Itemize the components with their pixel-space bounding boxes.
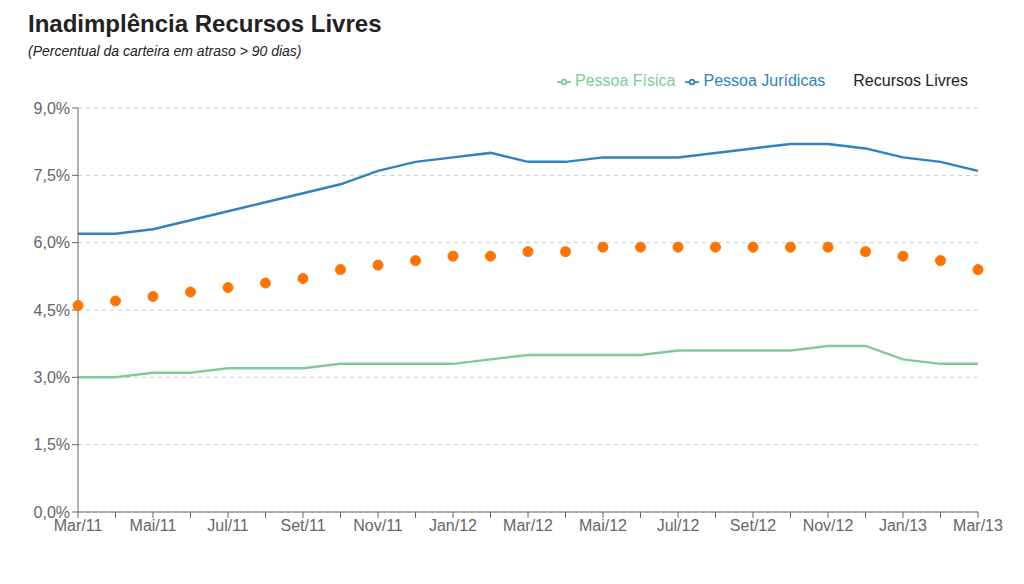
html-text:Pessoa Jurídicas: Pessoa Jurídicas [703, 72, 826, 89]
svg-text:Set/12: Set/12 [730, 517, 776, 534]
svg-text:0,0%: 0,0% [34, 504, 70, 521]
svg-text:Nov/12: Nov/12 [803, 517, 854, 534]
svg-text:Mai/11: Mai/11 [130, 517, 177, 534]
svg-text:Mar/12: Mar/12 [503, 517, 553, 534]
svg-text:6,0%: 6,0% [34, 234, 70, 251]
html-text:Inadimplência Recursos Livres: Inadimplência Recursos Livres [28, 10, 382, 37]
html-text:Pessoa Física: Pessoa Física [575, 72, 676, 89]
svg-text:1,5%: 1,5% [34, 436, 70, 453]
svg-text:Jul/12: Jul/12 [657, 517, 700, 534]
svg-text:7,5%: 7,5% [34, 167, 70, 184]
svg-text:Jan/13: Jan/13 [879, 517, 927, 534]
html-text:Recursos Livres: Recursos Livres [853, 72, 968, 89]
svg-text:9,0%: 9,0% [34, 100, 70, 117]
svg-text:4,5%: 4,5% [34, 302, 70, 319]
svg-text:Mar/13: Mar/13 [953, 517, 1003, 534]
svg-text:Mar/11: Mar/11 [53, 517, 103, 535]
svg-text:Jul/11: Jul/11 [207, 517, 249, 534]
svg-text:Mai/12: Mai/12 [579, 517, 627, 534]
svg-text:3,0%: 3,0% [34, 369, 70, 386]
svg-text:Nov/11: Nov/11 [353, 517, 403, 534]
svg-text:Set/11: Set/11 [280, 517, 325, 534]
svg-text:Jan/12: Jan/12 [429, 517, 477, 534]
html-text:(Percentual da carteira em atr: (Percentual da carteira em atraso > 90 d… [28, 43, 302, 59]
